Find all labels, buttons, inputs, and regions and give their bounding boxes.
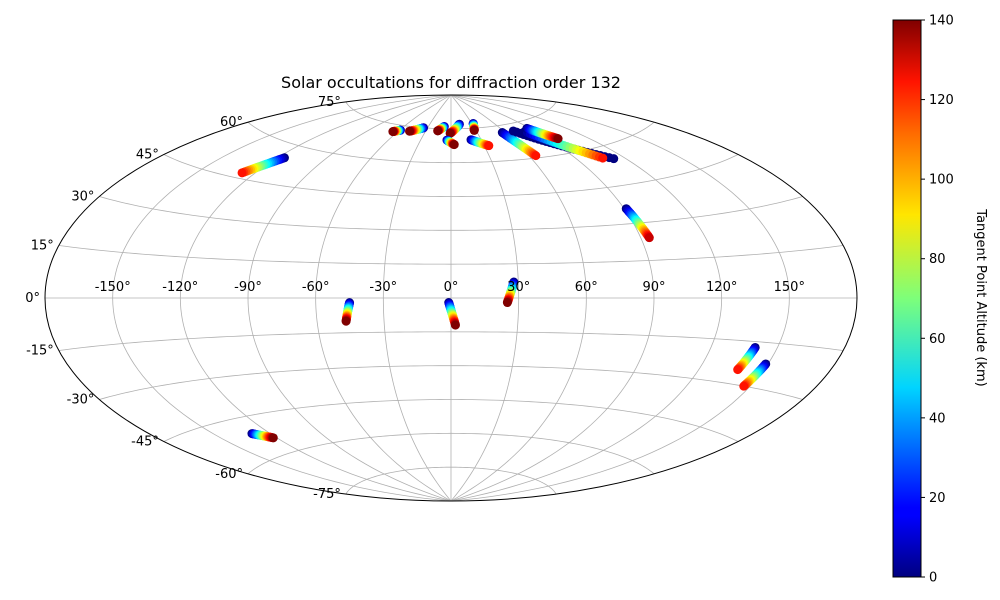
latitude-tick-label: -75° bbox=[313, 487, 341, 502]
longitude-tick-label: 90° bbox=[642, 280, 665, 295]
parallel-line bbox=[163, 154, 739, 197]
colorbar-tick-label: 140 bbox=[929, 14, 954, 29]
data-point bbox=[268, 433, 278, 443]
longitude-tick-label: -90° bbox=[234, 280, 262, 295]
parallel-line bbox=[58, 331, 844, 351]
colorbar: 0 20 40 60 80 100 120 140 Tangent Point Altitud… bbox=[892, 14, 988, 586]
latitude-tick-label: -15° bbox=[26, 344, 54, 359]
colorbar-tick-label: 0 bbox=[929, 571, 937, 586]
longitude-tick-label: -150° bbox=[95, 280, 131, 295]
data-point bbox=[484, 141, 494, 151]
occultation-track bbox=[466, 135, 494, 151]
data-point bbox=[644, 233, 654, 243]
parallel-line bbox=[99, 365, 803, 400]
occultation-track bbox=[433, 122, 449, 136]
latitude-tick-label: 0° bbox=[25, 291, 40, 306]
data-tracks bbox=[237, 119, 771, 443]
data-point bbox=[609, 154, 619, 164]
longitude-tick-label: 150° bbox=[774, 280, 805, 295]
occultation-track bbox=[341, 298, 355, 326]
occultation-track bbox=[739, 359, 771, 391]
latitude-tick-label: 15° bbox=[31, 239, 54, 254]
occultation-track bbox=[497, 128, 541, 161]
data-point bbox=[449, 140, 459, 150]
latitude-tick-label: 45° bbox=[136, 148, 159, 163]
parallel-line bbox=[247, 121, 655, 164]
data-point bbox=[388, 127, 398, 137]
chart-title: Solar occultations for diffraction order… bbox=[281, 73, 621, 92]
colorbar-tick-label: 120 bbox=[929, 93, 954, 108]
parallel-line bbox=[163, 399, 739, 442]
longitude-tick-label: -60° bbox=[302, 280, 330, 295]
parallel-line bbox=[247, 432, 655, 475]
colorbar-gradient bbox=[892, 19, 922, 578]
data-point bbox=[502, 298, 512, 308]
latitude-tick-label: -30° bbox=[67, 393, 95, 408]
occultation-track bbox=[733, 342, 760, 375]
colorbar-tick-label: 100 bbox=[929, 173, 954, 188]
occultation-track bbox=[444, 298, 460, 330]
occultation-track bbox=[468, 119, 479, 135]
longitude-tick-label: -30° bbox=[369, 280, 397, 295]
occultation-track bbox=[502, 277, 519, 308]
latitude-tick-label: -60° bbox=[215, 467, 243, 482]
latitude-tick-label: 30° bbox=[71, 190, 94, 205]
colorbar-tick-label: 20 bbox=[929, 491, 946, 506]
occultation-track bbox=[445, 119, 464, 138]
data-point bbox=[531, 151, 541, 161]
data-point bbox=[405, 126, 415, 136]
longitude-tick-label: 60° bbox=[575, 280, 598, 295]
data-point bbox=[237, 168, 247, 178]
latitude-tick-label: -45° bbox=[131, 435, 159, 450]
occultation-track bbox=[237, 153, 289, 178]
occultation-track bbox=[388, 125, 405, 137]
data-point bbox=[733, 365, 743, 375]
map-grid bbox=[45, 95, 857, 501]
occultation-track bbox=[621, 204, 654, 243]
parallel-line bbox=[99, 196, 803, 231]
occultation-track bbox=[442, 135, 459, 150]
parallel-line bbox=[58, 245, 844, 265]
tick-labels: -150° -120° -90° -60° -30° 0° 30° 60° 90° 120° 150… bbox=[25, 95, 805, 502]
colorbar-label: Tangent Point Altitude (km) bbox=[973, 208, 988, 386]
data-point bbox=[445, 128, 455, 138]
colorbar-ticks: 0 20 40 60 80 100 120 140 bbox=[921, 14, 954, 586]
data-point bbox=[433, 126, 443, 136]
colorbar-tick-label: 60 bbox=[929, 332, 946, 347]
map-outline bbox=[44, 94, 858, 502]
data-point bbox=[598, 153, 608, 163]
longitude-tick-label: 120° bbox=[706, 280, 737, 295]
data-point bbox=[450, 320, 460, 330]
latitude-tick-label: 60° bbox=[220, 115, 243, 130]
data-point bbox=[469, 125, 479, 135]
data-point bbox=[341, 316, 351, 326]
colorbar-tick-label: 80 bbox=[929, 252, 946, 267]
longitude-tick-label: 30° bbox=[507, 280, 530, 295]
longitude-tick-label: -120° bbox=[162, 280, 198, 295]
occultation-track bbox=[405, 123, 429, 136]
colorbar-tick-label: 40 bbox=[929, 411, 946, 426]
latitude-tick-label: 75° bbox=[318, 95, 341, 110]
data-point bbox=[739, 381, 749, 391]
longitude-tick-label: 0° bbox=[444, 280, 459, 295]
data-point bbox=[553, 134, 563, 144]
occultation-track bbox=[247, 429, 278, 443]
occultation-track bbox=[522, 123, 563, 144]
parallel-line bbox=[345, 466, 557, 495]
